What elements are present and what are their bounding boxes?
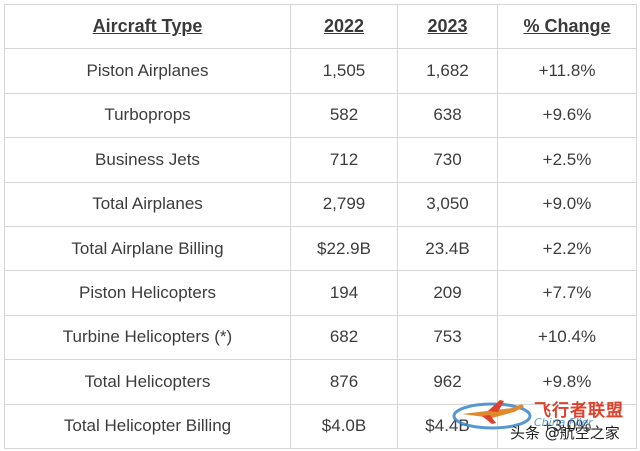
header-percent-change: % Change bbox=[497, 3, 637, 50]
table-row: Piston Helicopters 194 209 +7.7% bbox=[4, 270, 637, 316]
percent-change-cell: +2.2% bbox=[497, 225, 637, 272]
value-2023-cell: 1,682 bbox=[397, 48, 498, 94]
value-2022-cell: 194 bbox=[290, 270, 398, 316]
table-row: Total Helicopter Billing $4.0B $4.4B +3.0% bbox=[4, 403, 637, 449]
value-2023-cell: 3,050 bbox=[397, 181, 498, 227]
header-2022: 2022 bbox=[290, 3, 398, 50]
value-2022-cell: 2,799 bbox=[290, 181, 398, 227]
aircraft-type-cell: Total Airplane Billing bbox=[4, 225, 291, 272]
percent-change-cell: +9.8% bbox=[497, 359, 637, 405]
value-2023-cell: 209 bbox=[397, 270, 498, 316]
percent-change-cell: +9.6% bbox=[497, 92, 637, 139]
value-2022-cell: 876 bbox=[290, 359, 398, 405]
aircraft-type-cell: Piston Helicopters bbox=[4, 270, 291, 316]
aircraft-type-cell: Turboprops bbox=[4, 92, 291, 139]
table-row: Total Airplane Billing $22.9B 23.4B +2.2% bbox=[4, 225, 637, 272]
aircraft-type-cell: Business Jets bbox=[4, 137, 291, 183]
table-row: Turboprops 582 638 +9.6% bbox=[4, 92, 637, 139]
aircraft-type-cell: Piston Airplanes bbox=[4, 48, 291, 94]
aircraft-type-cell: Total Airplanes bbox=[4, 181, 291, 227]
value-2023-cell: 23.4B bbox=[397, 225, 498, 272]
table-row: Turbine Helicopters (*) 682 753 +10.4% bbox=[4, 314, 637, 361]
value-2023-cell: 730 bbox=[397, 137, 498, 183]
percent-change-cell: +7.7% bbox=[497, 270, 637, 316]
value-2022-cell: 712 bbox=[290, 137, 398, 183]
percent-change-cell: +9.0% bbox=[497, 181, 637, 227]
watermark-subtitle: China Flier bbox=[534, 416, 593, 429]
watermark-brand: 飞行者联盟 bbox=[534, 401, 624, 421]
table-row: Piston Airplanes 1,505 1,682 +11.8% bbox=[4, 48, 637, 94]
value-2022-cell: 582 bbox=[290, 92, 398, 139]
aircraft-shipments-table: Aircraft Type 2022 2023 % Change Piston … bbox=[4, 3, 637, 449]
aircraft-type-cell: Total Helicopter Billing bbox=[4, 403, 291, 449]
percent-change-cell: +2.5% bbox=[497, 137, 637, 183]
percent-change-cell: +11.8% bbox=[497, 48, 637, 94]
header-aircraft-type: Aircraft Type bbox=[4, 3, 291, 50]
value-2022-cell: 1,505 bbox=[290, 48, 398, 94]
table-header-row: Aircraft Type 2022 2023 % Change bbox=[4, 3, 637, 50]
airplane-logo-icon bbox=[452, 400, 532, 430]
value-2023-cell: 753 bbox=[397, 314, 498, 361]
value-2022-cell: $22.9B bbox=[290, 225, 398, 272]
table-body: Piston Airplanes 1,505 1,682 +11.8% Turbopro… bbox=[4, 48, 637, 449]
header-2023: 2023 bbox=[397, 3, 498, 50]
value-2022-cell: $4.0B bbox=[290, 403, 398, 449]
aircraft-type-cell: Total Helicopters bbox=[4, 359, 291, 405]
watermark-handle: 头条 @航空之家 bbox=[510, 424, 620, 442]
percent-change-cell: +3.0% bbox=[497, 403, 637, 449]
aircraft-type-cell: Turbine Helicopters (*) bbox=[4, 314, 291, 361]
value-2023-cell: 638 bbox=[397, 92, 498, 139]
percent-change-cell: +10.4% bbox=[497, 314, 637, 361]
value-2022-cell: 682 bbox=[290, 314, 398, 361]
table-row: Business Jets 712 730 +2.5% bbox=[4, 137, 637, 183]
table-row: Total Airplanes 2,799 3,050 +9.0% bbox=[4, 181, 637, 227]
table-row: Total Helicopters 876 962 +9.8% bbox=[4, 359, 637, 405]
watermark: 飞行者联盟 China Flier 头条 @航空之家 bbox=[452, 390, 638, 448]
